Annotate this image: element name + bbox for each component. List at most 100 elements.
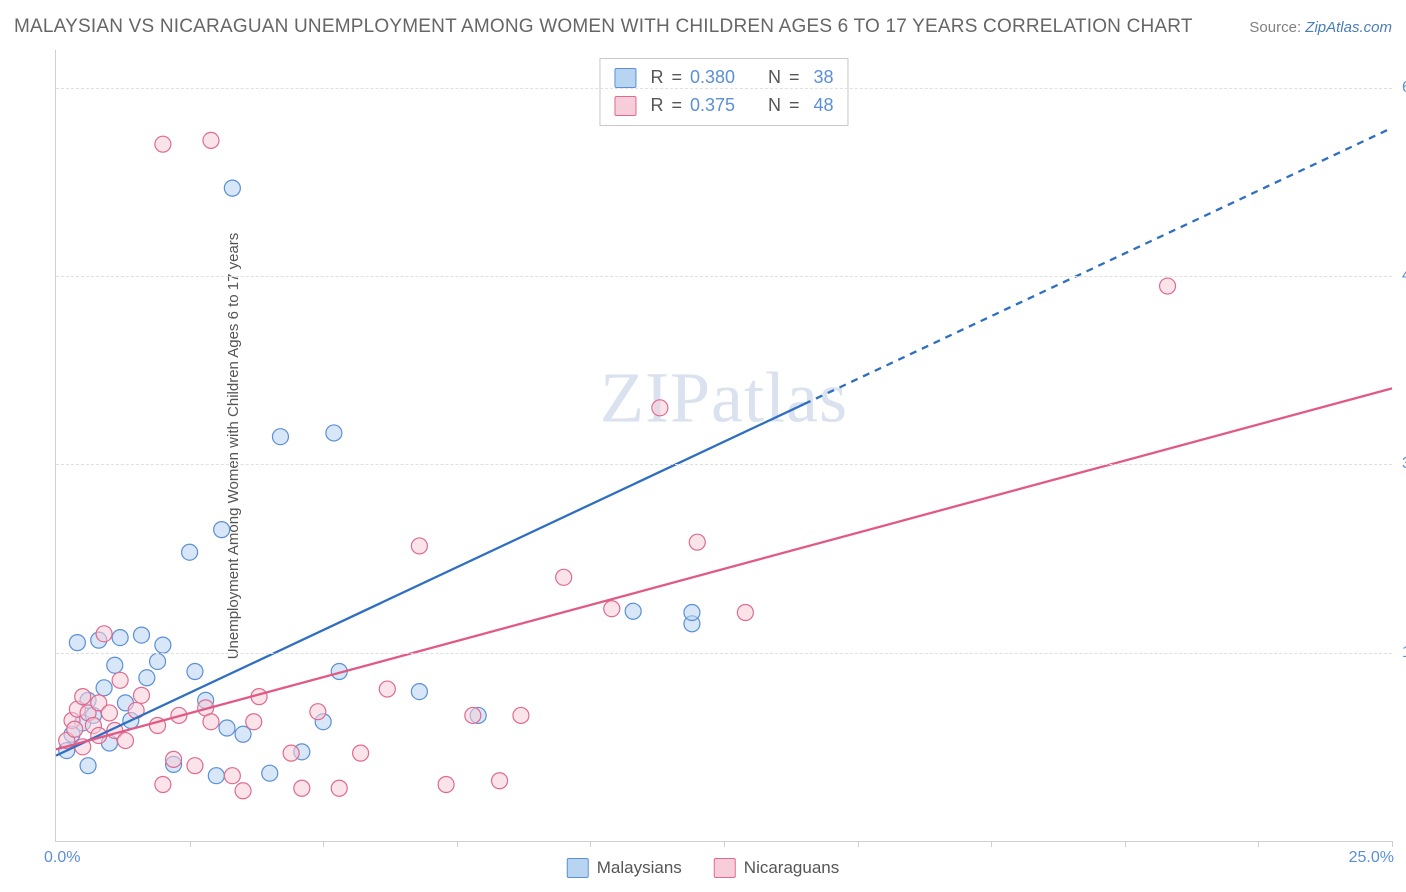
data-point: [187, 758, 203, 774]
data-point: [75, 689, 91, 705]
legend-swatch-icon: [614, 68, 636, 88]
data-point: [689, 534, 705, 550]
data-point: [101, 705, 117, 721]
r-value: 0.375: [690, 92, 748, 120]
data-point: [652, 400, 668, 416]
data-point: [224, 768, 240, 784]
data-point: [67, 721, 83, 737]
legend-stats-row: R = 0.375 N = 48: [614, 92, 833, 120]
data-point: [379, 681, 395, 697]
data-point: [294, 780, 310, 796]
title-bar: MALAYSIAN VS NICARAGUAN UNEMPLOYMENT AMO…: [14, 16, 1392, 38]
x-tick: [1258, 841, 1259, 847]
data-point: [411, 684, 427, 700]
data-point: [465, 707, 481, 723]
data-point: [224, 180, 240, 196]
equals-sign: =: [789, 92, 800, 120]
data-point: [203, 132, 219, 148]
data-point: [411, 538, 427, 554]
x-tick: [1392, 841, 1393, 847]
trend-line-extrapolated: [804, 128, 1392, 404]
legend-swatch-icon: [614, 96, 636, 116]
grid-line: [56, 464, 1392, 465]
data-point: [262, 765, 278, 781]
data-point: [1160, 278, 1176, 294]
data-point: [492, 773, 508, 789]
equals-sign: =: [671, 92, 682, 120]
data-point: [96, 626, 112, 642]
data-point: [155, 637, 171, 653]
legend-swatch-icon: [714, 858, 736, 878]
data-point: [155, 777, 171, 793]
y-tick-label: 15.0%: [1402, 644, 1406, 662]
data-point: [235, 726, 251, 742]
chart-container: MALAYSIAN VS NICARAGUAN UNEMPLOYMENT AMO…: [0, 0, 1406, 892]
data-point: [246, 714, 262, 730]
data-point: [112, 630, 128, 646]
chart-svg: [56, 50, 1392, 841]
data-point: [625, 603, 641, 619]
y-tick-label: 30.0%: [1402, 455, 1406, 473]
data-point: [187, 664, 203, 680]
data-point: [117, 733, 133, 749]
x-max-label: 25.0%: [1349, 849, 1394, 867]
x-tick: [457, 841, 458, 847]
x-tick: [190, 841, 191, 847]
data-point: [208, 768, 224, 784]
data-point: [604, 601, 620, 617]
data-point: [438, 777, 454, 793]
data-point: [107, 657, 123, 673]
legend-stats: R = 0.380 N = 38 R = 0.375 N = 48: [599, 58, 848, 126]
source-attribution: Source: ZipAtlas.com: [1249, 19, 1392, 36]
data-point: [155, 136, 171, 152]
data-point: [80, 758, 96, 774]
grid-line: [56, 653, 1392, 654]
grid-line: [56, 276, 1392, 277]
y-tick-label: 60.0%: [1402, 79, 1406, 97]
data-point: [283, 745, 299, 761]
data-point: [310, 704, 326, 720]
x-tick: [1125, 841, 1126, 847]
data-point: [203, 714, 219, 730]
trend-line: [56, 404, 804, 756]
r-label: R: [650, 92, 663, 120]
data-point: [272, 429, 288, 445]
legend-item: Nicaraguans: [714, 858, 839, 878]
source-link[interactable]: ZipAtlas.com: [1305, 19, 1392, 36]
data-point: [112, 672, 128, 688]
data-point: [737, 604, 753, 620]
data-point: [331, 780, 347, 796]
x-tick: [991, 841, 992, 847]
data-point: [219, 720, 235, 736]
data-point: [96, 680, 112, 696]
data-point: [214, 522, 230, 538]
data-point: [166, 751, 182, 767]
data-point: [134, 627, 150, 643]
plot-outer: ZIPatlas R = 0.380 N = 38 R = 0.375: [55, 50, 1392, 842]
x-tick: [323, 841, 324, 847]
data-point: [139, 670, 155, 686]
chart-title: MALAYSIAN VS NICARAGUAN UNEMPLOYMENT AMO…: [14, 16, 1193, 38]
data-point: [134, 687, 150, 703]
data-point: [235, 783, 251, 799]
legend-swatch-icon: [567, 858, 589, 878]
plot-area: ZIPatlas R = 0.380 N = 38 R = 0.375: [55, 50, 1392, 842]
legend-item: Malaysians: [567, 858, 682, 878]
data-point: [326, 425, 342, 441]
n-value: 48: [814, 92, 834, 120]
grid-line: [56, 88, 1392, 89]
source-label: Source:: [1249, 19, 1305, 36]
data-point: [556, 569, 572, 585]
data-point: [353, 745, 369, 761]
x-tick: [724, 841, 725, 847]
legend-label: Nicaraguans: [744, 858, 839, 878]
data-point: [150, 653, 166, 669]
n-label: N: [768, 92, 781, 120]
legend-series: Malaysians Nicaraguans: [567, 858, 840, 878]
data-point: [69, 635, 85, 651]
data-point: [684, 604, 700, 620]
x-tick: [590, 841, 591, 847]
data-point: [513, 707, 529, 723]
y-tick-label: 45.0%: [1402, 267, 1406, 285]
x-tick: [858, 841, 859, 847]
